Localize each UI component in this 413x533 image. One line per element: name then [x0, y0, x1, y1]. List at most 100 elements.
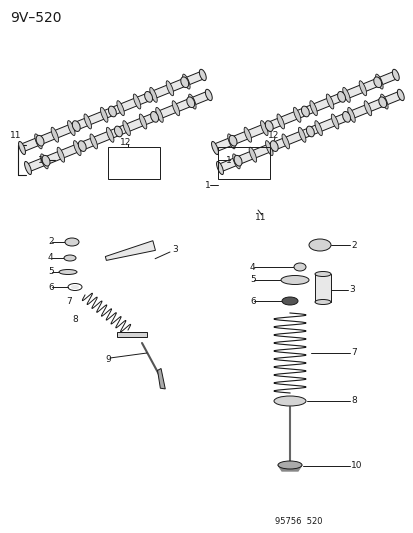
Ellipse shape [308, 239, 330, 251]
Ellipse shape [100, 107, 108, 122]
Text: 8: 8 [72, 316, 78, 325]
Ellipse shape [380, 94, 387, 109]
Ellipse shape [234, 155, 242, 166]
Ellipse shape [265, 120, 273, 132]
Ellipse shape [188, 94, 196, 109]
Ellipse shape [84, 114, 91, 129]
Ellipse shape [123, 120, 130, 135]
Ellipse shape [298, 127, 305, 142]
Ellipse shape [133, 94, 140, 109]
Ellipse shape [57, 147, 64, 162]
Ellipse shape [51, 127, 59, 142]
Text: 1: 1 [225, 156, 231, 165]
Ellipse shape [72, 120, 80, 132]
Text: 3: 3 [348, 286, 354, 295]
Text: 9V–520: 9V–520 [10, 11, 62, 25]
Text: 6: 6 [249, 296, 255, 305]
Text: 2: 2 [350, 240, 356, 249]
Ellipse shape [363, 101, 371, 116]
Ellipse shape [74, 141, 81, 156]
Ellipse shape [180, 77, 188, 87]
Ellipse shape [211, 141, 218, 155]
Ellipse shape [108, 106, 116, 117]
Polygon shape [21, 71, 204, 152]
Polygon shape [218, 91, 401, 172]
Text: 7: 7 [66, 297, 71, 306]
Ellipse shape [186, 97, 194, 108]
Ellipse shape [19, 141, 25, 155]
Ellipse shape [314, 300, 330, 304]
Ellipse shape [64, 255, 76, 261]
Text: 9: 9 [105, 356, 111, 365]
Ellipse shape [273, 396, 305, 406]
Ellipse shape [40, 154, 48, 169]
Ellipse shape [114, 126, 122, 137]
Ellipse shape [78, 141, 86, 151]
Ellipse shape [293, 107, 300, 122]
Text: 95756  520: 95756 520 [274, 518, 322, 527]
Ellipse shape [199, 69, 206, 80]
Ellipse shape [358, 81, 366, 96]
Ellipse shape [342, 111, 350, 122]
Text: 2: 2 [48, 238, 54, 246]
Ellipse shape [396, 90, 403, 101]
Ellipse shape [150, 87, 157, 102]
Bar [314, 274, 330, 302]
Ellipse shape [277, 461, 301, 469]
Ellipse shape [301, 106, 309, 117]
Ellipse shape [155, 108, 163, 123]
Ellipse shape [281, 297, 297, 305]
Ellipse shape [65, 238, 79, 246]
Ellipse shape [276, 114, 284, 129]
Text: 3: 3 [171, 246, 177, 254]
Ellipse shape [373, 77, 381, 87]
Ellipse shape [205, 90, 212, 101]
Ellipse shape [249, 147, 256, 162]
Polygon shape [105, 241, 155, 261]
Bar [218, 147, 269, 179]
Ellipse shape [260, 120, 267, 135]
Ellipse shape [67, 120, 75, 135]
Text: 11: 11 [254, 214, 266, 222]
Ellipse shape [182, 74, 190, 89]
Ellipse shape [150, 111, 158, 122]
Ellipse shape [281, 134, 289, 149]
Ellipse shape [106, 127, 114, 142]
Text: 4: 4 [48, 254, 54, 262]
Ellipse shape [280, 276, 308, 285]
Ellipse shape [330, 114, 338, 129]
Ellipse shape [42, 155, 50, 166]
Ellipse shape [116, 101, 124, 116]
Ellipse shape [342, 87, 349, 102]
Ellipse shape [244, 127, 251, 142]
Ellipse shape [270, 141, 278, 151]
Text: 12: 12 [267, 131, 279, 140]
Ellipse shape [306, 126, 313, 137]
Ellipse shape [228, 135, 237, 146]
Ellipse shape [309, 101, 317, 116]
Ellipse shape [59, 270, 77, 274]
Text: 4: 4 [249, 262, 255, 271]
Ellipse shape [35, 134, 42, 149]
Text: 1: 1 [38, 156, 44, 165]
Ellipse shape [216, 161, 223, 174]
Text: 5: 5 [249, 276, 255, 285]
Ellipse shape [265, 141, 273, 156]
Text: 6: 6 [48, 282, 54, 292]
Text: 10: 10 [350, 462, 362, 471]
Text: 11: 11 [10, 131, 21, 140]
Ellipse shape [139, 114, 147, 129]
Ellipse shape [90, 134, 97, 149]
Ellipse shape [325, 94, 333, 109]
Ellipse shape [314, 120, 322, 135]
Polygon shape [26, 91, 210, 172]
Polygon shape [277, 465, 301, 471]
Ellipse shape [144, 92, 152, 102]
Text: 7: 7 [350, 349, 356, 358]
Ellipse shape [227, 134, 235, 149]
Ellipse shape [166, 81, 173, 96]
Text: 1: 1 [204, 181, 210, 190]
Ellipse shape [71, 285, 79, 289]
Ellipse shape [314, 271, 330, 277]
Ellipse shape [337, 92, 345, 102]
